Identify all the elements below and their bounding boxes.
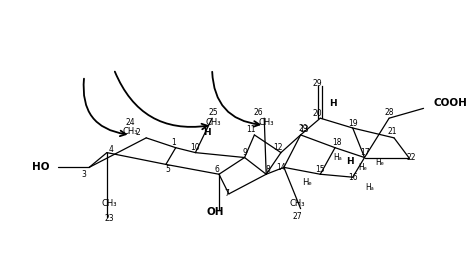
Text: 8: 8 <box>266 165 271 174</box>
Text: 11: 11 <box>246 126 256 134</box>
Text: 18: 18 <box>332 138 342 147</box>
Text: 1: 1 <box>172 138 176 147</box>
Text: CH₃: CH₃ <box>290 199 305 208</box>
Text: 26: 26 <box>254 108 263 117</box>
Text: 13: 13 <box>299 126 309 134</box>
Text: 24: 24 <box>126 118 135 127</box>
Text: 25: 25 <box>208 108 218 117</box>
Text: 2: 2 <box>136 128 141 138</box>
Text: HO: HO <box>32 162 50 172</box>
Text: 3: 3 <box>82 170 87 179</box>
Text: H: H <box>346 157 354 166</box>
Text: 12: 12 <box>273 143 283 152</box>
Text: CH₃: CH₃ <box>123 127 138 136</box>
Text: Hₐ: Hₐ <box>334 153 342 162</box>
Text: 20: 20 <box>312 109 322 118</box>
Text: 10: 10 <box>191 143 200 152</box>
Text: 6: 6 <box>215 165 219 174</box>
Text: 17: 17 <box>360 148 369 157</box>
Text: Hₑ: Hₑ <box>375 158 384 167</box>
Text: CH₃: CH₃ <box>205 118 221 127</box>
Text: 4: 4 <box>109 145 113 154</box>
Text: 28: 28 <box>384 108 394 117</box>
Text: H: H <box>203 128 211 138</box>
Text: Hₑ: Hₑ <box>302 178 312 186</box>
Text: 29: 29 <box>312 79 322 88</box>
Text: 19: 19 <box>348 119 357 128</box>
Text: 5: 5 <box>165 165 170 174</box>
Text: COOH: COOH <box>433 98 467 109</box>
Text: 7: 7 <box>224 189 229 198</box>
Text: 23: 23 <box>104 214 114 223</box>
Text: OH: OH <box>206 207 224 217</box>
Text: CH₃: CH₃ <box>258 118 274 127</box>
Text: 9: 9 <box>242 148 247 157</box>
Text: Hₐ: Hₐ <box>365 183 374 191</box>
Text: 15: 15 <box>316 165 325 174</box>
Text: H: H <box>329 99 337 108</box>
Text: 27: 27 <box>293 212 302 221</box>
Text: 29: 29 <box>299 124 309 133</box>
Text: 21: 21 <box>387 127 397 136</box>
Text: Hₑ: Hₑ <box>358 163 367 172</box>
Text: 16: 16 <box>348 173 357 182</box>
Text: 22: 22 <box>407 153 417 162</box>
Text: CH₃: CH₃ <box>101 199 117 208</box>
Text: 14: 14 <box>276 163 286 172</box>
